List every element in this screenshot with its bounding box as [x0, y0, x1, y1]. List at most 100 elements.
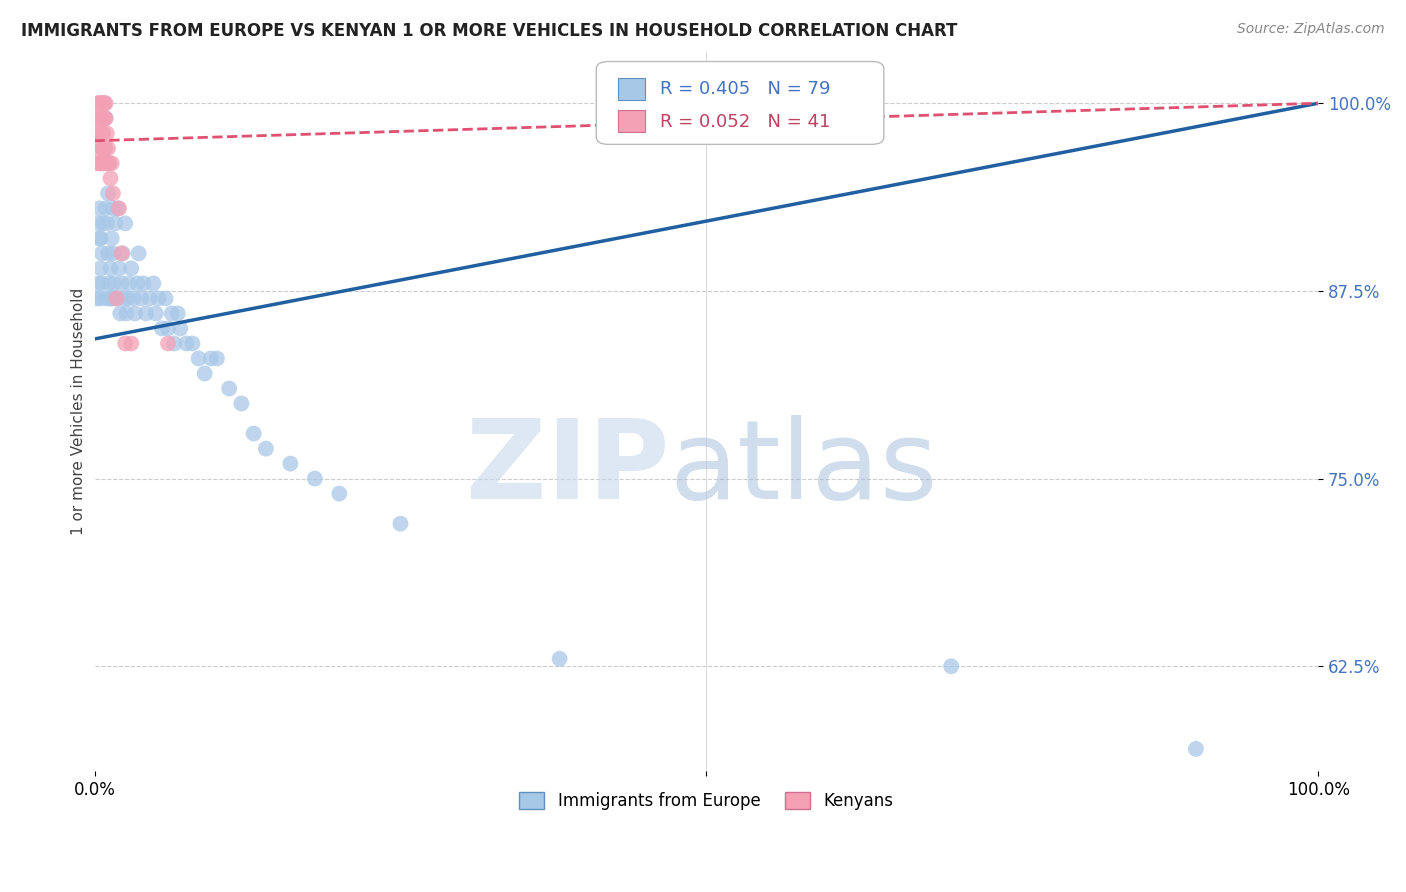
Point: [98, 277, 121, 291]
Point: [91, 216, 114, 230]
Point: [181, 336, 204, 351]
Point: [231, 396, 253, 410]
Point: [160, 306, 183, 320]
Point: [304, 472, 326, 486]
Text: atlas: atlas: [669, 415, 938, 522]
Point: [117, 292, 139, 306]
Point: [127, 277, 149, 291]
Point: [169, 321, 191, 335]
Point: [128, 246, 150, 260]
Point: [135, 306, 157, 320]
Point: [87, 216, 110, 230]
Point: [100, 292, 122, 306]
Text: Source: ZipAtlas.com: Source: ZipAtlas.com: [1237, 22, 1385, 37]
Point: [90, 126, 112, 140]
Point: [187, 351, 209, 366]
Point: [94, 141, 117, 155]
FancyBboxPatch shape: [619, 78, 645, 100]
Y-axis label: 1 or more Vehicles in Household: 1 or more Vehicles in Household: [72, 287, 86, 534]
Point: [94, 112, 117, 126]
Point: [90, 261, 112, 276]
Point: [93, 141, 115, 155]
Point: [93, 96, 115, 111]
Point: [100, 292, 122, 306]
Point: [91, 141, 114, 155]
Point: [280, 457, 302, 471]
Point: [90, 156, 112, 170]
Point: [101, 246, 124, 260]
Point: [87, 112, 110, 126]
Point: [90, 277, 112, 291]
Point: [389, 516, 412, 531]
Point: [86, 141, 108, 155]
Point: [86, 292, 108, 306]
Point: [100, 171, 122, 186]
Point: [89, 231, 111, 245]
Point: [548, 652, 571, 666]
Point: [132, 277, 155, 291]
Point: [194, 367, 217, 381]
FancyBboxPatch shape: [619, 110, 645, 132]
Point: [86, 112, 108, 126]
Point: [115, 306, 138, 320]
Point: [100, 231, 122, 245]
Point: [110, 306, 132, 320]
Text: R = 0.052   N = 41: R = 0.052 N = 41: [659, 113, 831, 131]
Point: [254, 442, 277, 456]
Point: [96, 126, 118, 140]
Point: [120, 336, 142, 351]
Point: [90, 141, 112, 155]
Point: [91, 126, 114, 140]
Point: [97, 186, 120, 201]
Point: [89, 96, 111, 111]
Point: [105, 292, 128, 306]
Point: [156, 321, 179, 335]
Point: [90, 112, 112, 126]
Point: [328, 486, 350, 500]
Point: [91, 156, 114, 170]
Point: [124, 306, 146, 320]
Point: [941, 659, 963, 673]
Point: [114, 216, 136, 230]
Point: [110, 277, 132, 291]
Text: ZIP: ZIP: [467, 415, 669, 522]
Point: [110, 246, 132, 260]
Point: [148, 292, 170, 306]
Point: [90, 246, 112, 260]
Point: [107, 202, 129, 216]
Point: [90, 96, 112, 111]
Point: [87, 156, 110, 170]
Point: [89, 202, 111, 216]
Point: [97, 141, 120, 155]
Point: [145, 306, 167, 320]
Point: [90, 156, 112, 170]
Point: [112, 292, 135, 306]
Point: [91, 112, 114, 126]
Point: [101, 186, 124, 201]
Point: [129, 292, 152, 306]
Point: [108, 261, 131, 276]
Point: [242, 426, 264, 441]
Point: [90, 126, 112, 140]
Point: [93, 141, 115, 155]
Point: [89, 156, 111, 170]
Point: [97, 246, 120, 260]
Point: [87, 277, 110, 291]
Point: [94, 96, 117, 111]
Point: [150, 321, 173, 335]
Legend: Immigrants from Europe, Kenyans: Immigrants from Europe, Kenyans: [513, 786, 900, 817]
Point: [108, 202, 131, 216]
Point: [90, 112, 112, 126]
Point: [114, 336, 136, 351]
Point: [90, 231, 112, 245]
Point: [205, 351, 228, 366]
Point: [93, 96, 115, 111]
Point: [96, 156, 118, 170]
Text: R = 0.405   N = 79: R = 0.405 N = 79: [659, 80, 831, 98]
Point: [105, 292, 128, 306]
Point: [104, 216, 127, 230]
Point: [155, 292, 177, 306]
Point: [87, 96, 110, 111]
Point: [176, 336, 198, 351]
Point: [94, 112, 117, 126]
